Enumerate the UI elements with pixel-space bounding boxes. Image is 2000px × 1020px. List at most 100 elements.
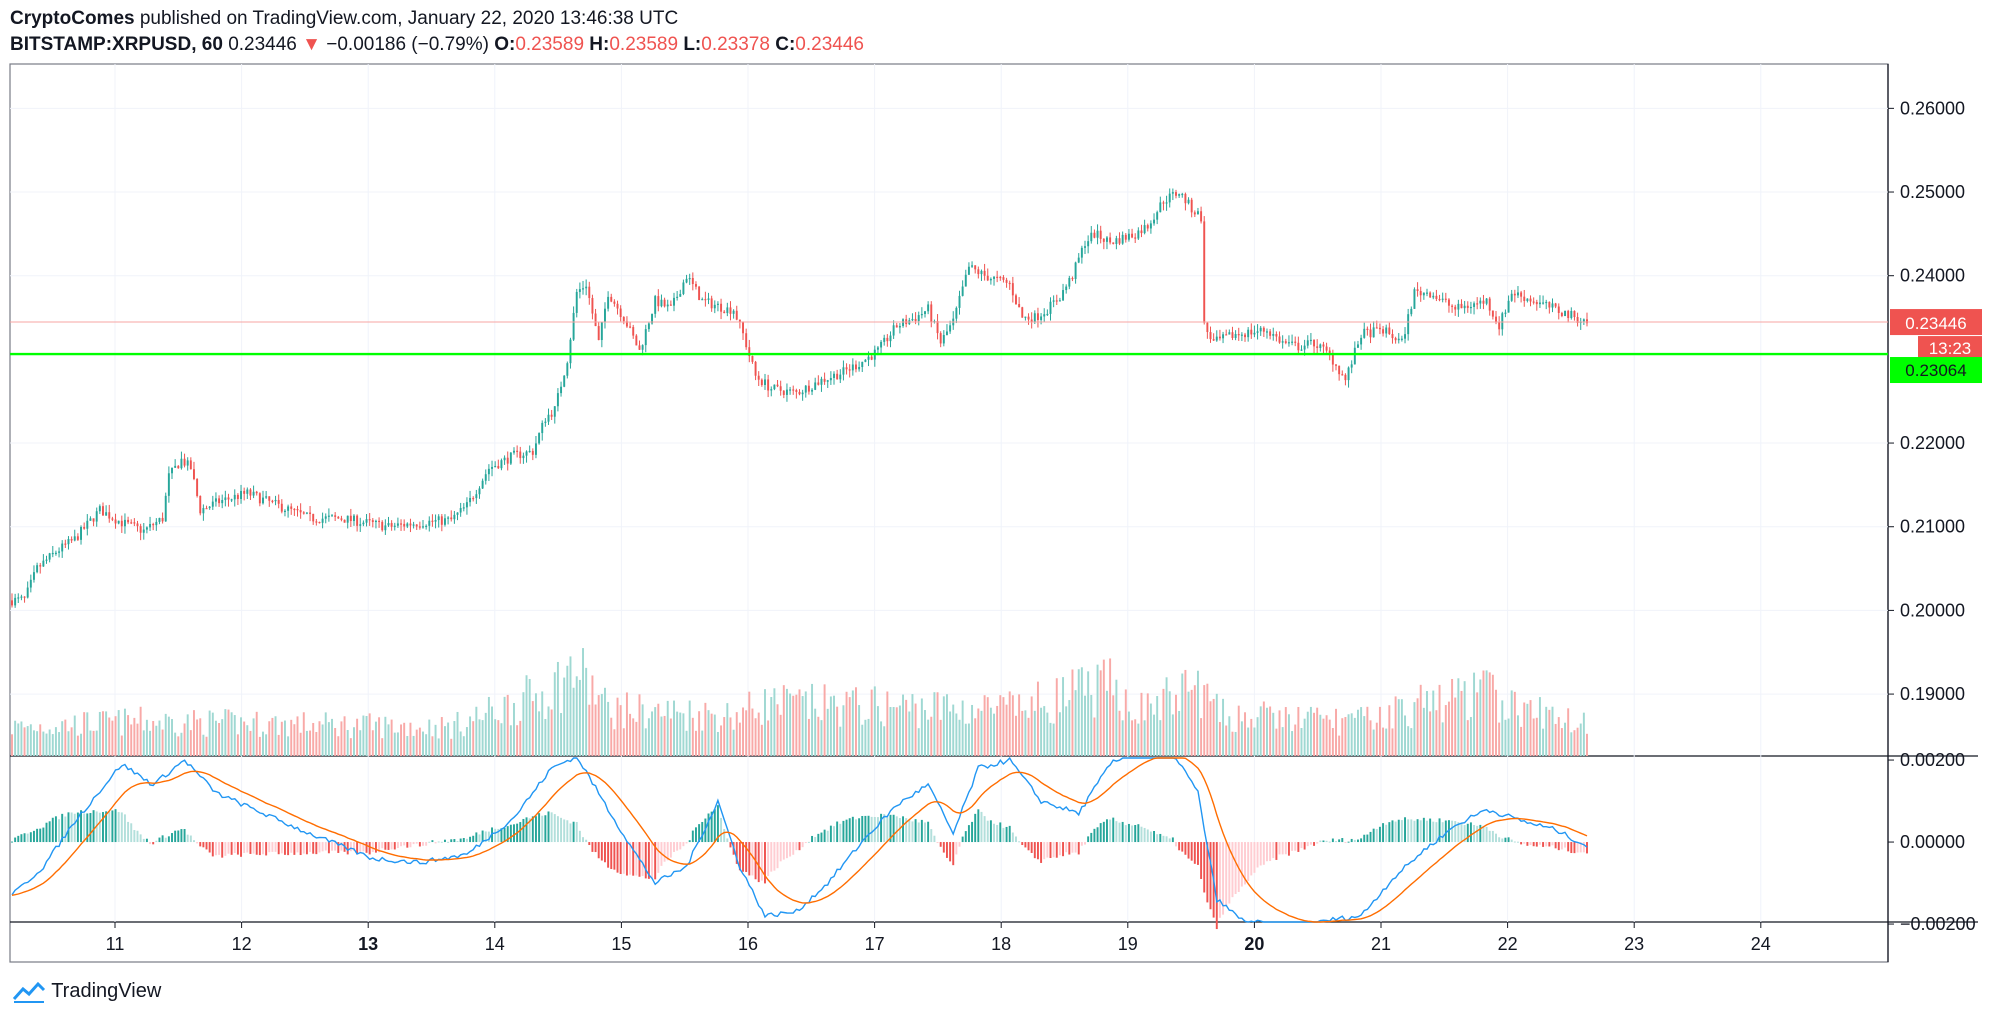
candle — [252, 491, 255, 496]
candle — [396, 523, 399, 526]
macd-histogram-bar — [616, 842, 619, 873]
macd-histogram-bar — [1046, 842, 1049, 858]
macd-histogram-bar — [855, 819, 857, 843]
tradingview-footer[interactable]: TradingView — [12, 980, 161, 1003]
macd-histogram-bar — [196, 842, 199, 844]
macd-histogram-bar — [826, 830, 829, 843]
candle — [45, 559, 48, 561]
candle — [1178, 194, 1181, 196]
candle — [102, 506, 104, 516]
volume-bar — [343, 716, 346, 756]
volume-bar — [845, 691, 848, 756]
candle — [1250, 329, 1253, 335]
macd-histogram-bar — [145, 838, 148, 843]
volume-bar — [522, 692, 525, 756]
volume-bar — [149, 730, 152, 756]
macd-histogram-bar — [362, 842, 365, 852]
volume-bar — [801, 696, 804, 756]
macd-histogram-bar — [393, 842, 396, 850]
macd-histogram-bar — [506, 826, 509, 843]
macd-histogram-bar — [735, 842, 738, 864]
macd-histogram-bar — [384, 842, 387, 850]
macd-tick-label: 0.00000 — [1900, 832, 1965, 852]
macd-histogram-bar — [848, 818, 851, 843]
macd-histogram-bar — [980, 811, 983, 843]
macd-histogram-bar — [255, 842, 258, 855]
candle — [1576, 317, 1579, 323]
volume-bar — [437, 738, 440, 756]
macd-histogram-bar — [1491, 830, 1494, 843]
volume-bar — [1570, 732, 1573, 756]
macd-histogram-bar — [723, 829, 726, 843]
macd-histogram-bar — [133, 830, 136, 843]
candle — [1510, 293, 1513, 301]
candle — [302, 512, 305, 514]
macd-histogram-bar — [933, 835, 936, 843]
down-arrow-icon: ▼ — [302, 34, 321, 55]
volume-bar — [519, 720, 522, 756]
volume-bar — [710, 713, 713, 756]
volume-bar — [1557, 717, 1560, 756]
macd-histogram-bar — [1410, 819, 1413, 843]
volume-bar — [362, 715, 365, 756]
volume-bar — [864, 719, 867, 756]
macd-histogram-bar — [1065, 842, 1068, 853]
candle — [1404, 334, 1407, 339]
symbol-name[interactable]: BITSTAMP:XRPUSD, 60 — [10, 34, 223, 55]
macd-histogram-bar — [1193, 842, 1196, 864]
candle — [1005, 279, 1008, 283]
macd-histogram-bar — [1206, 842, 1209, 903]
volume-bar — [371, 730, 374, 756]
volume-bar — [1065, 706, 1068, 756]
volume-bar — [152, 720, 155, 756]
volume-bar — [1062, 677, 1065, 756]
macd-histogram-bar — [833, 826, 835, 843]
candle — [447, 517, 450, 519]
candle — [418, 526, 421, 528]
macd-histogram-bar — [199, 842, 202, 847]
volume-bar — [974, 718, 977, 756]
macd-histogram-bar — [789, 842, 792, 857]
volume-bar — [779, 714, 782, 756]
macd-histogram-bar — [431, 840, 434, 843]
macd-histogram-bar — [807, 841, 810, 843]
macd-histogram-bar — [353, 842, 355, 851]
close-value: 0.23446 — [795, 34, 864, 55]
volume-bar — [1341, 718, 1344, 756]
symbol-line: BITSTAMP:XRPUSD, 60 0.23446 ▼ −0.00186 (… — [10, 34, 864, 56]
candle — [1203, 221, 1206, 323]
macd-histogram-bar — [1043, 842, 1046, 860]
volume-bar — [789, 693, 792, 756]
volume-bar — [610, 717, 613, 756]
volume-bar — [1109, 658, 1112, 756]
candle — [199, 495, 202, 514]
macd-histogram-bar — [1281, 842, 1284, 855]
macd-histogram-bar — [183, 829, 186, 843]
candle — [713, 304, 716, 309]
macd-histogram-bar — [1008, 825, 1011, 843]
volume-bar — [1460, 690, 1463, 756]
publisher-name[interactable]: CryptoComes — [10, 8, 135, 29]
volume-bar — [145, 719, 148, 756]
candle — [1222, 334, 1225, 339]
candle — [1306, 340, 1309, 346]
candle — [205, 508, 208, 510]
candle — [26, 587, 29, 598]
macd-histogram-bar — [1570, 842, 1573, 854]
macd-histogram-bar — [610, 842, 613, 870]
volume-bar — [374, 721, 377, 756]
macd-histogram-bar — [673, 842, 675, 852]
macd-histogram-bar — [1338, 839, 1341, 843]
volume-bar — [1438, 684, 1441, 756]
macd-histogram-bar — [484, 831, 487, 843]
volume-bar — [1093, 717, 1096, 756]
volume-bar — [14, 720, 17, 756]
candle — [1385, 327, 1388, 334]
candle — [36, 565, 39, 573]
candle — [1149, 223, 1152, 229]
macd-histogram-bar — [547, 811, 550, 843]
volume-bar — [760, 724, 763, 756]
candle — [277, 499, 280, 504]
